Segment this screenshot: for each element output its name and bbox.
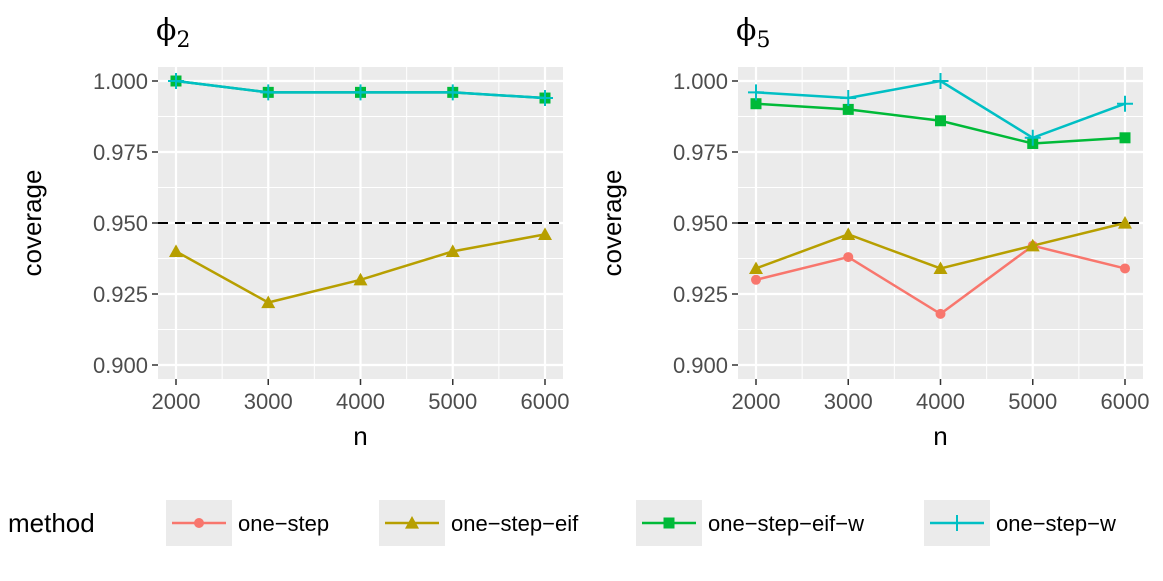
y-axis-title: coverage: [597, 170, 627, 277]
legend-label-one-step-eif-w: one−step−eif−w: [708, 511, 864, 536]
panel-title-subscript: 2: [176, 28, 190, 53]
data-point-one-step-w: [932, 73, 949, 89]
legend-key-marker-one-step: [194, 518, 204, 528]
x-tick-label: 3000: [824, 389, 873, 414]
legend-label-one-step-eif: one−step−eif: [451, 511, 579, 536]
y-tick-label: 0.975: [93, 140, 148, 165]
data-point-one-step-eif: [841, 227, 856, 240]
x-tick-label: 2000: [152, 389, 201, 414]
data-point-one-step: [935, 308, 946, 319]
y-tick-label: 1.000: [673, 69, 728, 94]
y-tick-label: 1.000: [93, 69, 148, 94]
y-tick-label: 0.900: [673, 353, 728, 378]
panel-phi5: 2000 3000 4000 5000 6000 0.900 0.925 0.950 0.975…: [597, 13, 1149, 451]
legend-label-one-step: one−step: [238, 511, 329, 536]
data-point-one-step-eif-w: [750, 98, 762, 110]
data-point-one-step: [751, 274, 761, 285]
legend: method one−step one−step−eif one−step−eif−w…: [8, 500, 1116, 546]
y-tick-label: 0.925: [93, 282, 148, 307]
data-point-one-step-eif: [353, 272, 368, 286]
x-tick-label: 2000: [732, 389, 781, 414]
data-point-one-step-eif-w: [1119, 132, 1131, 144]
y-tick-label: 0.900: [93, 353, 148, 378]
y-tick-label: 0.925: [673, 282, 728, 307]
data-point-one-step-w: [840, 90, 857, 107]
legend-key-marker-one-step-eif-w: [663, 517, 675, 529]
data-point-one-step-eif: [749, 261, 763, 275]
x-tick-label: 6000: [1101, 389, 1150, 414]
data-point-one-step-w: [537, 90, 553, 107]
data-point-one-step-eif-w: [842, 103, 854, 115]
y-axis-title: coverage: [17, 170, 47, 277]
panel-title: ϕ5: [736, 13, 770, 53]
y-tick-label: 0.950: [673, 211, 728, 236]
data-point-one-step-w: [444, 84, 461, 101]
legend-key-marker-one-step-eif: [405, 516, 419, 529]
data-point-one-step-eif: [1118, 216, 1132, 229]
x-tick-label: 4000: [336, 389, 385, 414]
legend-key-marker-one-step-w: [949, 515, 965, 531]
panel-phi2: 2000 3000 4000 5000 6000 0.900 0.925 0.950 0.975…: [17, 13, 569, 451]
data-point-one-step-eif-w: [935, 115, 946, 127]
x-axis-title: n: [933, 421, 947, 451]
data-point-one-step-w: [260, 84, 277, 101]
panel-title: ϕ2: [156, 13, 190, 53]
data-point-one-step-w: [352, 84, 369, 101]
x-tick-label: 4000: [916, 389, 965, 414]
x-tick-label: 5000: [428, 389, 477, 414]
data-point-one-step-eif: [1025, 238, 1040, 252]
data-point-one-step-w: [1117, 95, 1133, 112]
y-tick-label: 0.950: [93, 211, 148, 236]
data-point-one-step: [843, 252, 854, 263]
x-tick-label: 3000: [244, 389, 293, 414]
panel-title-subscript: 5: [756, 28, 770, 53]
data-point-one-step-eif: [538, 227, 552, 240]
data-point-one-step-w: [1024, 129, 1041, 146]
x-tick-label: 5000: [1008, 389, 1057, 414]
x-axis-title: n: [353, 421, 367, 451]
data-point-one-step: [1120, 263, 1130, 274]
y-tick-label: 0.975: [673, 140, 728, 165]
legend-label-one-step-w: one−step−w: [996, 511, 1116, 536]
x-tick-label: 6000: [521, 389, 570, 414]
data-point-one-step-w: [748, 84, 764, 101]
legend-title: method: [8, 508, 95, 538]
data-point-one-step-eif: [169, 244, 183, 257]
data-point-one-step-eif: [445, 244, 460, 257]
data-point-one-step-eif: [261, 295, 276, 309]
data-point-one-step-eif: [933, 261, 948, 275]
data-point-one-step-w: [168, 73, 184, 89]
